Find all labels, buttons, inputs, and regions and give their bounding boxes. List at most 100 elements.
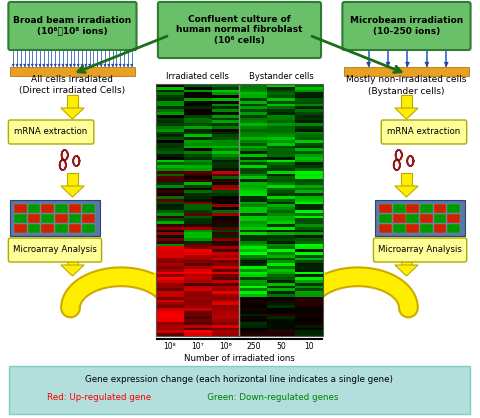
Bar <box>240 171 267 173</box>
Bar <box>240 188 267 191</box>
Bar <box>184 229 212 232</box>
Bar <box>447 204 460 213</box>
Bar <box>240 210 267 213</box>
Bar <box>156 330 184 333</box>
Bar <box>267 148 295 151</box>
Bar <box>156 224 184 227</box>
Bar <box>433 214 446 223</box>
FancyBboxPatch shape <box>8 238 102 262</box>
Bar <box>156 204 184 207</box>
Bar <box>184 123 212 126</box>
Bar <box>156 193 184 196</box>
Bar <box>295 277 323 280</box>
Bar <box>240 145 267 148</box>
Bar <box>379 224 392 233</box>
Bar <box>240 328 267 330</box>
Bar <box>55 204 68 213</box>
Bar <box>184 107 212 109</box>
Bar <box>184 210 212 213</box>
Bar <box>156 235 184 238</box>
Bar <box>295 291 323 294</box>
Bar <box>240 120 267 123</box>
Bar <box>267 291 295 294</box>
Bar <box>240 89 267 92</box>
Bar <box>240 330 267 333</box>
Bar <box>212 185 240 188</box>
Bar <box>240 151 267 154</box>
Bar <box>267 140 295 143</box>
Bar <box>240 302 267 305</box>
Bar <box>240 305 267 308</box>
Bar <box>212 283 240 285</box>
Bar <box>267 252 295 255</box>
Bar <box>240 84 267 87</box>
Bar <box>267 302 295 305</box>
Bar <box>267 179 295 182</box>
Bar <box>433 204 446 213</box>
Bar <box>393 214 406 223</box>
Bar <box>156 314 184 316</box>
Bar <box>240 291 267 294</box>
Bar <box>184 176 212 179</box>
Bar <box>156 252 184 255</box>
Polygon shape <box>61 265 84 276</box>
Bar <box>184 193 212 196</box>
Bar <box>295 285 323 288</box>
Bar <box>184 84 212 87</box>
Bar <box>212 319 240 322</box>
Bar <box>184 300 212 302</box>
Bar <box>156 87 184 89</box>
Bar <box>212 227 240 229</box>
Bar <box>156 257 184 260</box>
Bar <box>295 283 323 285</box>
Bar <box>212 252 240 255</box>
Bar <box>240 204 267 207</box>
Bar <box>267 143 295 145</box>
Bar <box>212 143 240 145</box>
Bar <box>67 95 78 108</box>
Bar <box>295 148 323 151</box>
Bar <box>212 221 240 224</box>
Bar <box>156 117 184 120</box>
Bar <box>267 154 295 157</box>
Bar <box>212 140 240 143</box>
Bar <box>240 257 267 260</box>
Bar <box>267 311 295 314</box>
Bar <box>184 191 212 193</box>
Bar <box>212 188 240 191</box>
Bar <box>240 185 267 188</box>
Bar <box>156 126 184 129</box>
Bar <box>156 213 184 216</box>
Polygon shape <box>395 265 418 276</box>
Bar <box>240 112 267 115</box>
Bar <box>420 204 432 213</box>
Bar <box>267 89 295 92</box>
Bar <box>240 297 267 300</box>
Text: mRNA extraction: mRNA extraction <box>387 127 461 137</box>
Bar <box>393 224 406 233</box>
Bar <box>212 266 240 269</box>
Bar <box>240 300 267 302</box>
Bar <box>156 291 184 294</box>
Bar <box>184 218 212 221</box>
Bar <box>212 109 240 112</box>
Bar <box>267 333 295 336</box>
Bar <box>156 188 184 191</box>
Bar <box>212 107 240 109</box>
Bar <box>240 115 267 117</box>
Bar <box>212 294 240 297</box>
Polygon shape <box>395 186 418 197</box>
Bar <box>184 204 212 207</box>
Bar <box>156 140 184 143</box>
Bar <box>184 249 212 252</box>
Bar <box>212 257 240 260</box>
Bar <box>156 260 184 263</box>
Bar <box>184 294 212 297</box>
Bar <box>156 302 184 305</box>
Bar <box>212 92 240 95</box>
Bar <box>240 95 267 98</box>
Bar <box>240 201 267 204</box>
Bar <box>240 176 267 179</box>
Bar <box>156 294 184 297</box>
Bar <box>267 229 295 232</box>
